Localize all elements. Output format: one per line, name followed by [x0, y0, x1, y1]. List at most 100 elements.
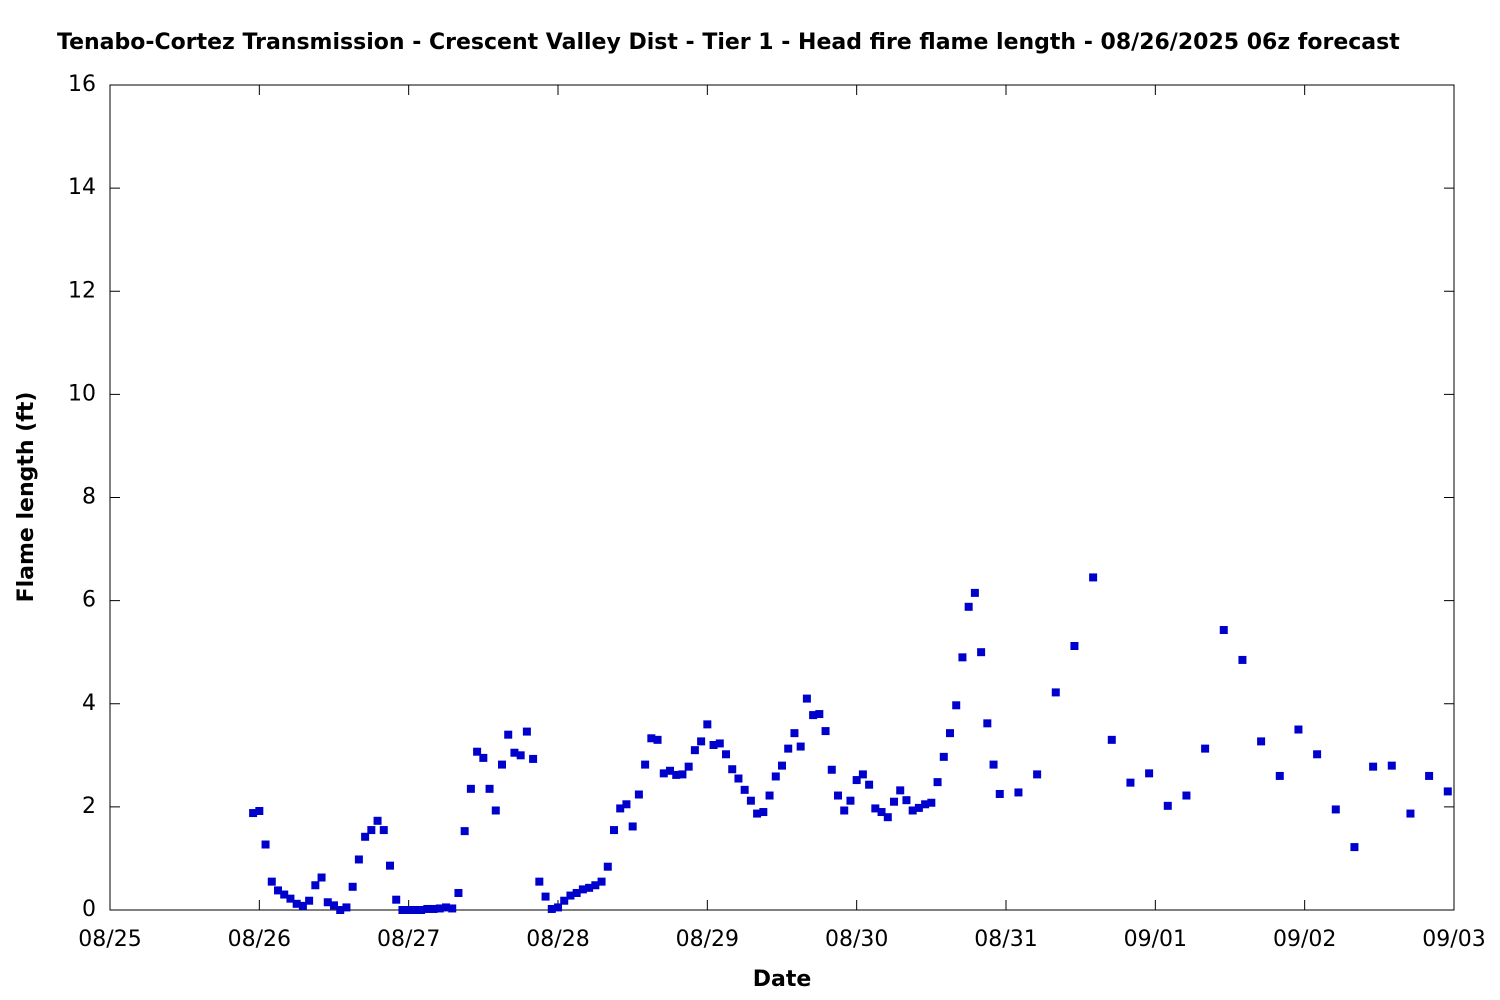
point	[597, 877, 606, 886]
point	[827, 765, 836, 774]
point	[392, 895, 401, 904]
point	[647, 734, 656, 743]
point	[454, 888, 463, 897]
point	[572, 888, 581, 897]
point	[348, 882, 357, 891]
x-axis-label: Date	[753, 967, 812, 992]
point	[498, 760, 506, 769]
y-tick-label: 16	[68, 72, 96, 97]
point	[460, 827, 469, 836]
y-tick-label: 12	[68, 278, 96, 303]
y-tick-label: 10	[68, 381, 96, 406]
point	[398, 906, 407, 914]
point	[280, 890, 289, 899]
point	[939, 752, 948, 761]
y-tick-label: 6	[82, 588, 96, 613]
point	[317, 873, 326, 882]
point	[610, 826, 618, 835]
point	[771, 772, 780, 781]
point	[858, 770, 867, 779]
point	[249, 809, 258, 818]
point	[746, 796, 755, 805]
point	[715, 739, 724, 748]
x-tick-label: 08/28	[526, 927, 589, 952]
point	[554, 903, 562, 912]
point	[379, 826, 388, 835]
point	[759, 808, 768, 817]
point	[753, 809, 762, 818]
y-tick-label: 0	[82, 897, 96, 922]
point	[958, 653, 967, 662]
chart-title: Tenabo-Cortez Transmission - Crescent Va…	[57, 30, 1400, 55]
point	[871, 804, 880, 813]
point	[435, 904, 444, 913]
point	[995, 789, 1004, 798]
point	[448, 904, 457, 913]
point	[560, 896, 569, 905]
point	[765, 791, 774, 800]
point	[603, 862, 612, 871]
point	[852, 776, 861, 785]
plot-border	[109, 84, 1455, 911]
point	[535, 877, 544, 886]
y-tick-label: 4	[82, 691, 96, 716]
point	[690, 746, 699, 755]
point	[921, 800, 930, 809]
point	[678, 770, 687, 779]
x-tick-label: 08/30	[825, 927, 888, 952]
point	[952, 701, 961, 710]
point	[367, 826, 376, 835]
x-tick-label: 09/03	[1422, 927, 1485, 952]
point	[628, 822, 637, 831]
point	[1201, 744, 1210, 753]
point	[616, 804, 625, 813]
point	[983, 719, 992, 728]
point	[491, 806, 500, 815]
point	[622, 800, 631, 809]
point	[1425, 771, 1434, 780]
point	[790, 729, 799, 738]
point	[1051, 688, 1060, 697]
point	[305, 896, 314, 905]
point	[734, 774, 743, 783]
point	[529, 754, 538, 763]
point	[373, 816, 382, 825]
point	[634, 790, 643, 799]
y-axis-label: Flame length (ft)	[14, 392, 39, 603]
point	[709, 741, 718, 749]
point	[840, 806, 849, 815]
point	[566, 891, 575, 900]
point	[466, 784, 475, 793]
point	[964, 602, 973, 611]
point	[672, 770, 681, 779]
point	[1238, 655, 1247, 664]
point	[386, 861, 394, 870]
point	[1014, 788, 1023, 797]
point	[796, 742, 805, 751]
y-tick-label: 8	[82, 485, 96, 510]
point	[1145, 769, 1154, 778]
point	[516, 751, 525, 760]
point	[311, 881, 320, 890]
point	[883, 813, 892, 822]
point	[902, 796, 911, 805]
point	[417, 906, 426, 914]
y-tick-label: 2	[82, 794, 96, 819]
point	[479, 753, 488, 762]
point	[485, 784, 494, 793]
point	[834, 791, 842, 800]
point	[846, 796, 855, 805]
point	[342, 903, 351, 912]
point	[255, 807, 264, 815]
point	[541, 892, 550, 901]
point	[933, 778, 942, 787]
point	[1033, 770, 1042, 779]
x-tick-label: 08/27	[377, 927, 440, 952]
x-tick-label: 08/29	[676, 927, 739, 952]
point	[908, 806, 917, 815]
point	[659, 769, 668, 778]
point	[1350, 843, 1359, 852]
point	[591, 881, 600, 890]
point	[429, 904, 438, 913]
x-tick-label: 09/02	[1273, 927, 1336, 952]
